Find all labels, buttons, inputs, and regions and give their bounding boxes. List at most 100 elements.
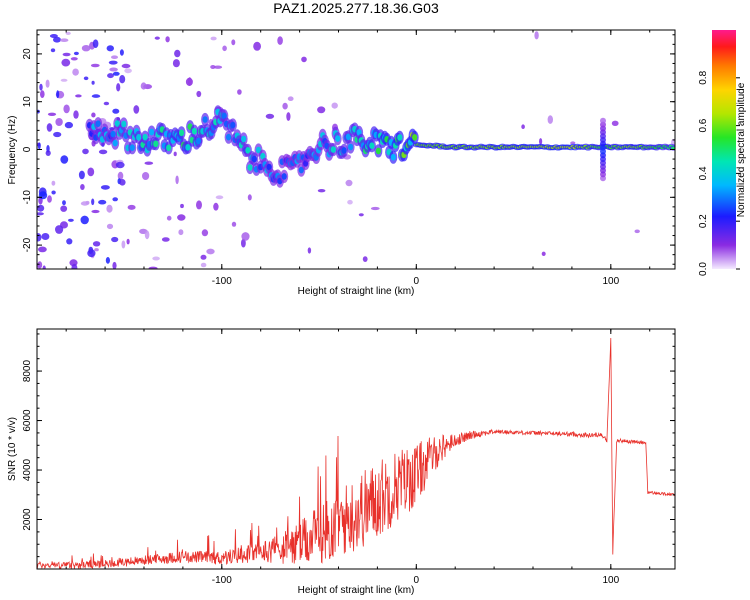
heatmap-noise-blob xyxy=(87,249,96,258)
heatmap-noise-blob xyxy=(107,73,114,79)
heatmap-noise-blob xyxy=(37,233,42,242)
snr-x-label: Height of straight line (km) xyxy=(298,585,415,596)
heatmap-noise-blob xyxy=(47,195,52,203)
heatmap-noise-blob xyxy=(106,45,115,52)
heatmap-ridge-core xyxy=(341,147,347,154)
heatmap-noise-blob xyxy=(231,221,237,227)
heatmap-noise-blob xyxy=(111,55,118,59)
heatmap-ridge-core xyxy=(121,120,127,128)
heatmap-ridge-core xyxy=(260,152,266,160)
heatmap-ridge-core xyxy=(241,135,247,143)
heatmap-noise-blob xyxy=(60,78,68,82)
heatmap-noise-blob xyxy=(51,180,56,186)
heatmap-ridge-core xyxy=(221,112,227,120)
heatmap-noise-blob xyxy=(307,247,312,254)
heatmap-noise-blob xyxy=(253,41,261,51)
heatmap-noise-blob xyxy=(106,223,114,230)
heatmap-noise-blob xyxy=(46,123,53,132)
heatmap-noise-blob xyxy=(166,215,172,221)
y-tick-label: 0 xyxy=(22,146,33,152)
heatmap-noise-blob xyxy=(91,112,96,118)
heatmap-noise-blob xyxy=(81,45,91,52)
heatmap-noise-blob xyxy=(178,229,184,236)
spectrogram-heatmap xyxy=(37,31,675,269)
heatmap-noise-blob xyxy=(37,204,45,212)
heatmap-noise-blob xyxy=(331,102,338,109)
chart-title: PAZ1.2025.277.18.36.G03 xyxy=(273,0,439,16)
heatmap-noise-blob xyxy=(75,94,82,98)
heatmap-noise-blob xyxy=(64,121,73,129)
heatmap-noise-blob xyxy=(37,142,41,150)
heatmap-noise-blob xyxy=(265,113,275,119)
heatmap-noise-blob xyxy=(345,179,353,187)
heatmap-ridge-core xyxy=(149,128,155,136)
heatmap-noise-blob xyxy=(213,65,223,69)
colorbar-gradient xyxy=(712,30,736,269)
y-tick-label: 6000 xyxy=(22,409,33,432)
heatmap-noise-blob xyxy=(200,254,207,260)
heatmap-noise-blob xyxy=(37,212,44,216)
heatmap-noise-blob xyxy=(174,49,181,58)
heatmap-noise-blob xyxy=(534,31,539,40)
heatmap-noise-blob xyxy=(98,199,107,205)
heatmap-noise-blob xyxy=(63,104,70,114)
heatmap-noise-blob xyxy=(59,38,69,42)
heatmap-ridge-core xyxy=(369,142,375,149)
heatmap-noise-blob xyxy=(177,214,186,221)
heatmap-noise-blob xyxy=(287,96,294,101)
heatmap-noise-blob xyxy=(55,225,64,234)
heatmap-noise-blob xyxy=(62,200,66,206)
heatmap-noise-blob xyxy=(301,56,307,63)
heatmap-noise-blob xyxy=(210,36,217,41)
heatmap-noise-blob xyxy=(70,57,78,61)
y-tick-label: 4000 xyxy=(22,458,33,481)
x-tick-label: 100 xyxy=(602,276,619,287)
heatmap-noise-blob xyxy=(47,112,57,117)
heatmap-noise-blob xyxy=(358,213,364,217)
heatmap-ridge-core xyxy=(266,163,272,171)
heatmap-noise-blob xyxy=(154,36,160,40)
heatmap-noise-blob xyxy=(72,68,79,76)
heatmap-noise-blob xyxy=(109,67,118,72)
heatmap-ridge-core xyxy=(153,140,159,148)
heatmap-noise-blob xyxy=(370,206,380,211)
heatmap-noise-blob xyxy=(100,185,110,190)
heatmap-noise-blob xyxy=(180,203,184,209)
heatmap-ridge-core xyxy=(375,147,381,155)
y-tick-label: -20 xyxy=(22,237,33,252)
y-tick-label: 2000 xyxy=(22,508,33,531)
heatmap-noise-blob xyxy=(127,204,136,210)
heatmap-ridge-core xyxy=(255,146,262,154)
heatmap-noise-blob xyxy=(142,172,150,180)
heatmap-ridge-core xyxy=(412,134,418,141)
heatmap-noise-blob xyxy=(196,90,202,98)
heatmap-ridge-core xyxy=(335,135,341,142)
heatmap-ridge-core xyxy=(251,155,257,163)
heatmap-noise-blob xyxy=(78,170,85,180)
heatmap-noise-blob xyxy=(237,89,242,95)
heatmap-ridge-core xyxy=(230,121,236,129)
colorbar-tick-label: 0.8 xyxy=(698,70,709,84)
heatmap-noise-blob xyxy=(112,71,120,76)
heatmap-noise-blob xyxy=(116,83,121,92)
heatmap-noise-blob xyxy=(277,36,283,45)
heatmap-noise-blob xyxy=(213,202,219,211)
heatmap-noise-blob xyxy=(91,94,101,98)
heatmap-noise-blob xyxy=(119,75,126,84)
heatmap-noise-blob xyxy=(547,115,553,124)
heatmap-ridge-core xyxy=(196,137,202,145)
heatmap-noise-blob xyxy=(247,194,252,201)
heatmap-noise-blob xyxy=(144,230,150,240)
spectrogram-x-label: Height of straight line (km) xyxy=(298,286,415,297)
heatmap-noise-blob xyxy=(38,246,47,253)
snr-y-label: SNR (10 * v/v) xyxy=(7,417,18,481)
heatmap-noise-blob xyxy=(68,218,74,222)
heatmap-ridge-core xyxy=(114,120,120,127)
heatmap-ridge-core xyxy=(345,133,351,141)
heatmap-ridge-core xyxy=(166,144,172,152)
heatmap-ridge-core xyxy=(142,133,148,141)
heatmap-ridge-core xyxy=(202,116,208,123)
heatmap-noise-blob xyxy=(92,39,99,48)
